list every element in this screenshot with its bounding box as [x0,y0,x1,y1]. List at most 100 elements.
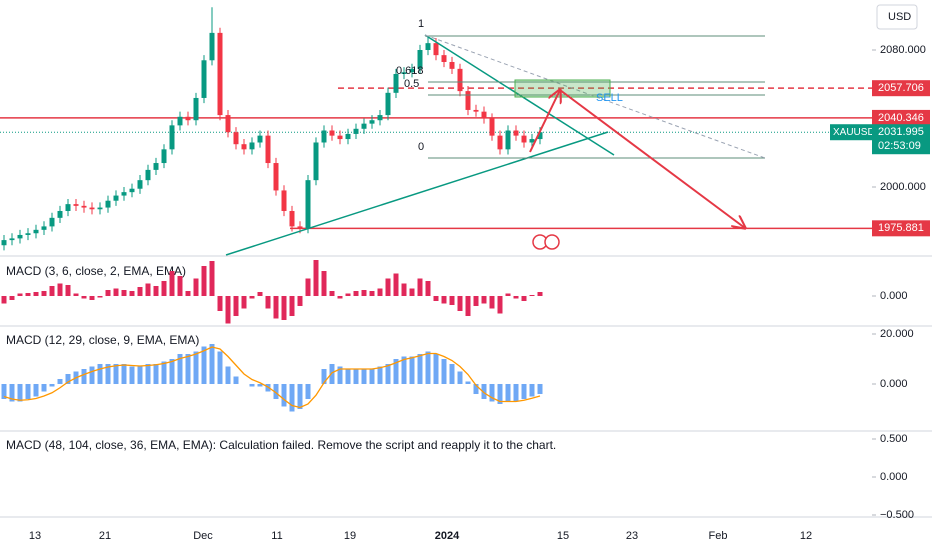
histogram-bar [169,359,175,384]
histogram-bar [217,296,223,311]
price-lines [0,87,872,230]
arrow [529,90,560,153]
candle-body [409,68,415,73]
candle-body [249,142,255,150]
candle-body [377,115,383,121]
histogram-bar [145,364,151,384]
histogram-bar [385,278,391,296]
indicator-title: MACD (48, 104, close, 36, EMA, EMA): Cal… [6,438,556,452]
histogram-bar [369,369,375,384]
candle-body [329,130,335,136]
histogram-bar [329,364,335,384]
histogram-bar [241,296,247,309]
histogram-bar [361,369,367,384]
candle-body [465,91,471,110]
histogram-bar [121,290,127,296]
histogram-bar [521,296,527,301]
candle-body [241,144,247,150]
histogram-bar [249,384,255,387]
histogram-bar [217,351,223,384]
x-tick-label: 21 [99,530,111,542]
histogram-bar [81,296,87,299]
histogram-bar [393,273,399,296]
data-marks: MACD (3, 6, close, 2, EMA, EMA) MACD (12,… [1,7,556,452]
arrow [559,89,745,228]
histogram-bar [145,283,151,296]
histogram-bar [433,296,439,301]
x-tick-label: 11 [271,530,282,542]
candle-body [481,111,487,119]
histogram-bar [193,351,199,384]
y-tick-label: 20.000 [880,328,914,340]
y-tick-label: 0.000 [880,290,908,302]
histogram-bar [441,296,447,304]
histogram-bar [257,384,263,387]
histogram-bar [449,364,455,384]
histogram-bar [409,356,415,384]
histogram-bar [97,364,103,384]
x-tick-label: 2024 [435,530,460,542]
currency-box[interactable] [876,4,918,30]
histogram-bar [97,296,103,298]
candle-body [313,142,319,181]
histogram-bar [465,296,471,316]
candle-body [209,32,215,61]
candle-body [337,135,343,140]
histogram-bar [33,384,39,397]
histogram-bar [233,376,239,384]
histogram-bar [281,384,287,407]
histogram-bar [433,354,439,384]
candle-body [505,130,511,150]
y-tick-label: 0.000 [880,471,908,483]
histogram-bar [369,291,375,296]
last-price-tag [872,124,930,155]
x-tick-label: 13 [29,530,41,542]
histogram-bar [105,290,111,296]
candle-body [161,149,167,164]
trend-line [225,131,609,256]
histogram-bar [49,384,55,387]
fib-diagonal [424,34,766,159]
histogram-bar [329,291,335,296]
histogram-bar [345,293,351,296]
histogram-bar [65,285,71,296]
histogram-bar [473,384,479,394]
candle-body [425,43,431,51]
candle-body [65,204,71,211]
candle-body [1,240,7,246]
candle-body [41,226,47,230]
histogram-bar [9,384,15,402]
candle-body [441,55,447,62]
candle-body [513,130,519,136]
histogram-bar [161,281,167,296]
candle-body [385,92,391,116]
indicator-title: MACD (3, 6, close, 2, EMA, EMA) [6,264,186,278]
candle-body [257,135,263,143]
histogram-bar [41,384,47,392]
histogram-bar [113,288,119,296]
histogram-bar [417,278,423,296]
histogram-bar [89,296,95,300]
candle-body [297,226,303,229]
histogram-bar [289,296,295,316]
histogram-bar [321,369,327,384]
y-tick-label: 2000.000 [880,181,926,193]
histogram-bar [201,346,207,384]
candle-body [305,180,311,229]
sell-zone [514,79,611,98]
histogram-bar [49,286,55,296]
candle-body [169,125,175,150]
histogram-bar [313,260,319,296]
histogram-bar [297,384,303,409]
histogram-bar [473,296,479,306]
histogram-bar [281,296,287,320]
candle-body [273,163,279,191]
candle-body [97,207,103,210]
candle-body [353,128,359,134]
histogram-bar [17,384,23,402]
candle-body [393,73,399,93]
candle-body [113,195,119,201]
candle-body [457,68,463,92]
histogram-bar [225,366,231,384]
